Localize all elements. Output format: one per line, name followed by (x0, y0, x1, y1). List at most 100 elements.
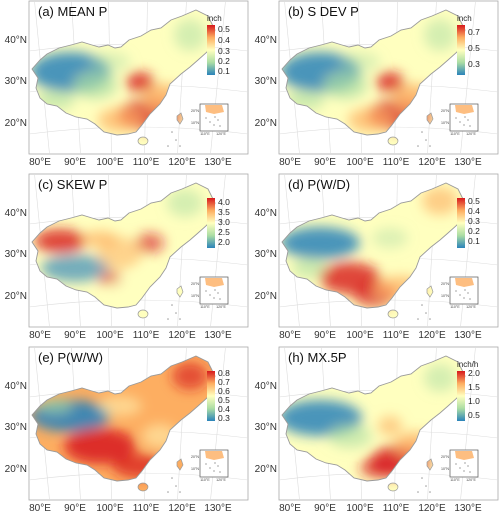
country-border (31, 355, 216, 482)
inset-map (199, 449, 229, 478)
colorbar-legend: 0.5 0.4 0.3 0.2 0.1 (457, 187, 497, 251)
country-border (281, 9, 466, 136)
inset-lon-label: 110°E (200, 478, 210, 482)
inset-lat-label: 10°N (191, 294, 199, 298)
colorbar-legend: 0.8 0.7 0.6 0.5 0.4 0.3 (207, 360, 247, 424)
lon-tick-label: 90°E (314, 503, 336, 514)
colorbar-tick-label: 3.0 (218, 217, 230, 227)
lat-tick-label: 40°N (4, 35, 27, 46)
lon-tick-label: 130°E (204, 157, 232, 168)
colorbar-tick-label: 2.0 (218, 237, 230, 247)
lon-tick-label: 120°E (418, 157, 446, 168)
inset-map (449, 103, 479, 132)
lon-tick-label: 90°E (314, 330, 336, 341)
lat-tick-label: 30°N (254, 422, 277, 433)
lon-tick-label: 100°E (96, 330, 124, 341)
lon-tick-label: 130°E (454, 157, 482, 168)
inset-lat-label: 20°N (441, 109, 449, 113)
lon-tick-label: 100°E (346, 503, 374, 514)
lon-tick-label: 110°E (132, 157, 160, 168)
colorbar-tick-label: 1.0 (468, 396, 480, 406)
colorbar-tick-label: 0.4 (218, 404, 230, 414)
country-border (31, 9, 216, 136)
lon-tick-label: 110°E (132, 330, 160, 341)
lat-tick-label: 20°N (4, 291, 27, 302)
colorbar-tick-label: 0.4 (468, 206, 480, 216)
map-panel: 20°N 10°N 110°E 120°E (e) P(W/W) 40°N 30°N 20°N… (0, 346, 250, 518)
colorbar-tick-label: 0.3 (218, 46, 230, 56)
lon-tick-label: 80°E (29, 503, 51, 514)
colorbar (207, 371, 215, 421)
inset-lon-label: 110°E (200, 132, 210, 136)
inset-map (449, 276, 479, 305)
colorbar (457, 371, 465, 421)
lat-tick-label: 20°N (4, 118, 27, 129)
colorbar-legend: 4.0 3.5 3.0 2.5 2.0 (207, 187, 247, 251)
legend-unit: inch/h (457, 360, 479, 369)
colorbar-tick-label: 0.1 (218, 66, 230, 76)
lon-tick-label: 90°E (64, 503, 86, 514)
map-panel: 20°N 10°N 110°E 120°E (c) SKEW P 40°N 30°N 20°N… (0, 173, 250, 345)
map-panel: 20°N 10°N 110°E 120°E (b) S DEV P 40°N 30°N 20°… (250, 0, 500, 172)
inset-map (449, 449, 479, 478)
map-canvas: 20°N 10°N 110°E 120°E (28, 173, 249, 328)
lon-tick-label: 90°E (64, 330, 86, 341)
lon-tick-label: 120°E (418, 503, 446, 514)
inset-lon-label: 110°E (450, 478, 460, 482)
lon-tick-label: 120°E (168, 503, 196, 514)
colorbar-tick-label: 0.5 (218, 395, 230, 405)
colorbar (457, 198, 465, 248)
panel-title: (h) MX.5P (288, 350, 347, 365)
inset-lat-label: 20°N (441, 282, 449, 286)
map-panel: 20°N 10°N 110°E 120°E (d) P(W/D) 40°N 30°N 20°N… (250, 173, 500, 345)
lat-tick-label: 40°N (254, 35, 277, 46)
colorbar (207, 25, 215, 75)
lat-tick-label: 30°N (254, 249, 277, 260)
colorbar-tick-label: 0.2 (468, 226, 480, 236)
inset-lon-label: 120°E (466, 478, 476, 482)
lon-tick-label: 130°E (454, 330, 482, 341)
lat-tick-label: 20°N (4, 464, 27, 475)
colorbar-tick-label: 0.5 (468, 42, 480, 53)
colorbar-tick-label: 0.3 (218, 413, 230, 423)
lon-tick-label: 100°E (346, 330, 374, 341)
lon-tick-label: 120°E (418, 330, 446, 341)
colorbar-legend: inch 0.7 0.5 0.3 (457, 14, 497, 78)
country-border (281, 182, 466, 309)
lat-tick-label: 20°N (254, 464, 277, 475)
lon-tick-label: 110°E (132, 503, 160, 514)
colorbar-tick-label: 0.5 (218, 24, 230, 34)
inset-lon-label: 110°E (450, 305, 460, 309)
colorbar-tick-label: 0.4 (218, 35, 230, 45)
lat-tick-label: 20°N (254, 291, 277, 302)
country-border (31, 182, 216, 309)
colorbar-tick-label: 0.7 (218, 377, 230, 387)
inset-lat-label: 20°N (191, 455, 199, 459)
inset-map (199, 276, 229, 305)
country-border (281, 355, 466, 482)
inset-lon-label: 110°E (200, 305, 210, 309)
colorbar (207, 198, 215, 248)
lat-tick-label: 30°N (254, 76, 277, 87)
map-panel: 20°N 10°N 110°E 120°E (a) MEAN P 40°N 30°N 20°N… (0, 0, 250, 172)
panel-title: (a) MEAN P (38, 4, 108, 19)
legend-unit: inch (457, 14, 472, 23)
colorbar-legend: inch 0.5 0.4 0.3 0.2 0.1 (207, 14, 247, 78)
inset-lat-label: 10°N (191, 121, 199, 125)
lon-tick-label: 130°E (204, 503, 232, 514)
map-canvas: 20°N 10°N 110°E 120°E (28, 346, 249, 501)
lon-tick-label: 120°E (168, 157, 196, 168)
panel-title: (b) S DEV P (288, 4, 359, 19)
colorbar-tick-label: 0.6 (218, 386, 230, 396)
inset-map (199, 103, 229, 132)
lat-tick-label: 40°N (4, 381, 27, 392)
lon-tick-label: 80°E (279, 157, 301, 168)
lon-tick-label: 110°E (382, 503, 410, 514)
colorbar-tick-label: 0.8 (218, 368, 230, 378)
inset-lon-label: 120°E (216, 132, 226, 136)
lon-tick-label: 80°E (279, 330, 301, 341)
lon-tick-label: 80°E (279, 503, 301, 514)
inset-lat-label: 10°N (441, 294, 449, 298)
colorbar-tick-label: 4.0 (218, 197, 230, 207)
